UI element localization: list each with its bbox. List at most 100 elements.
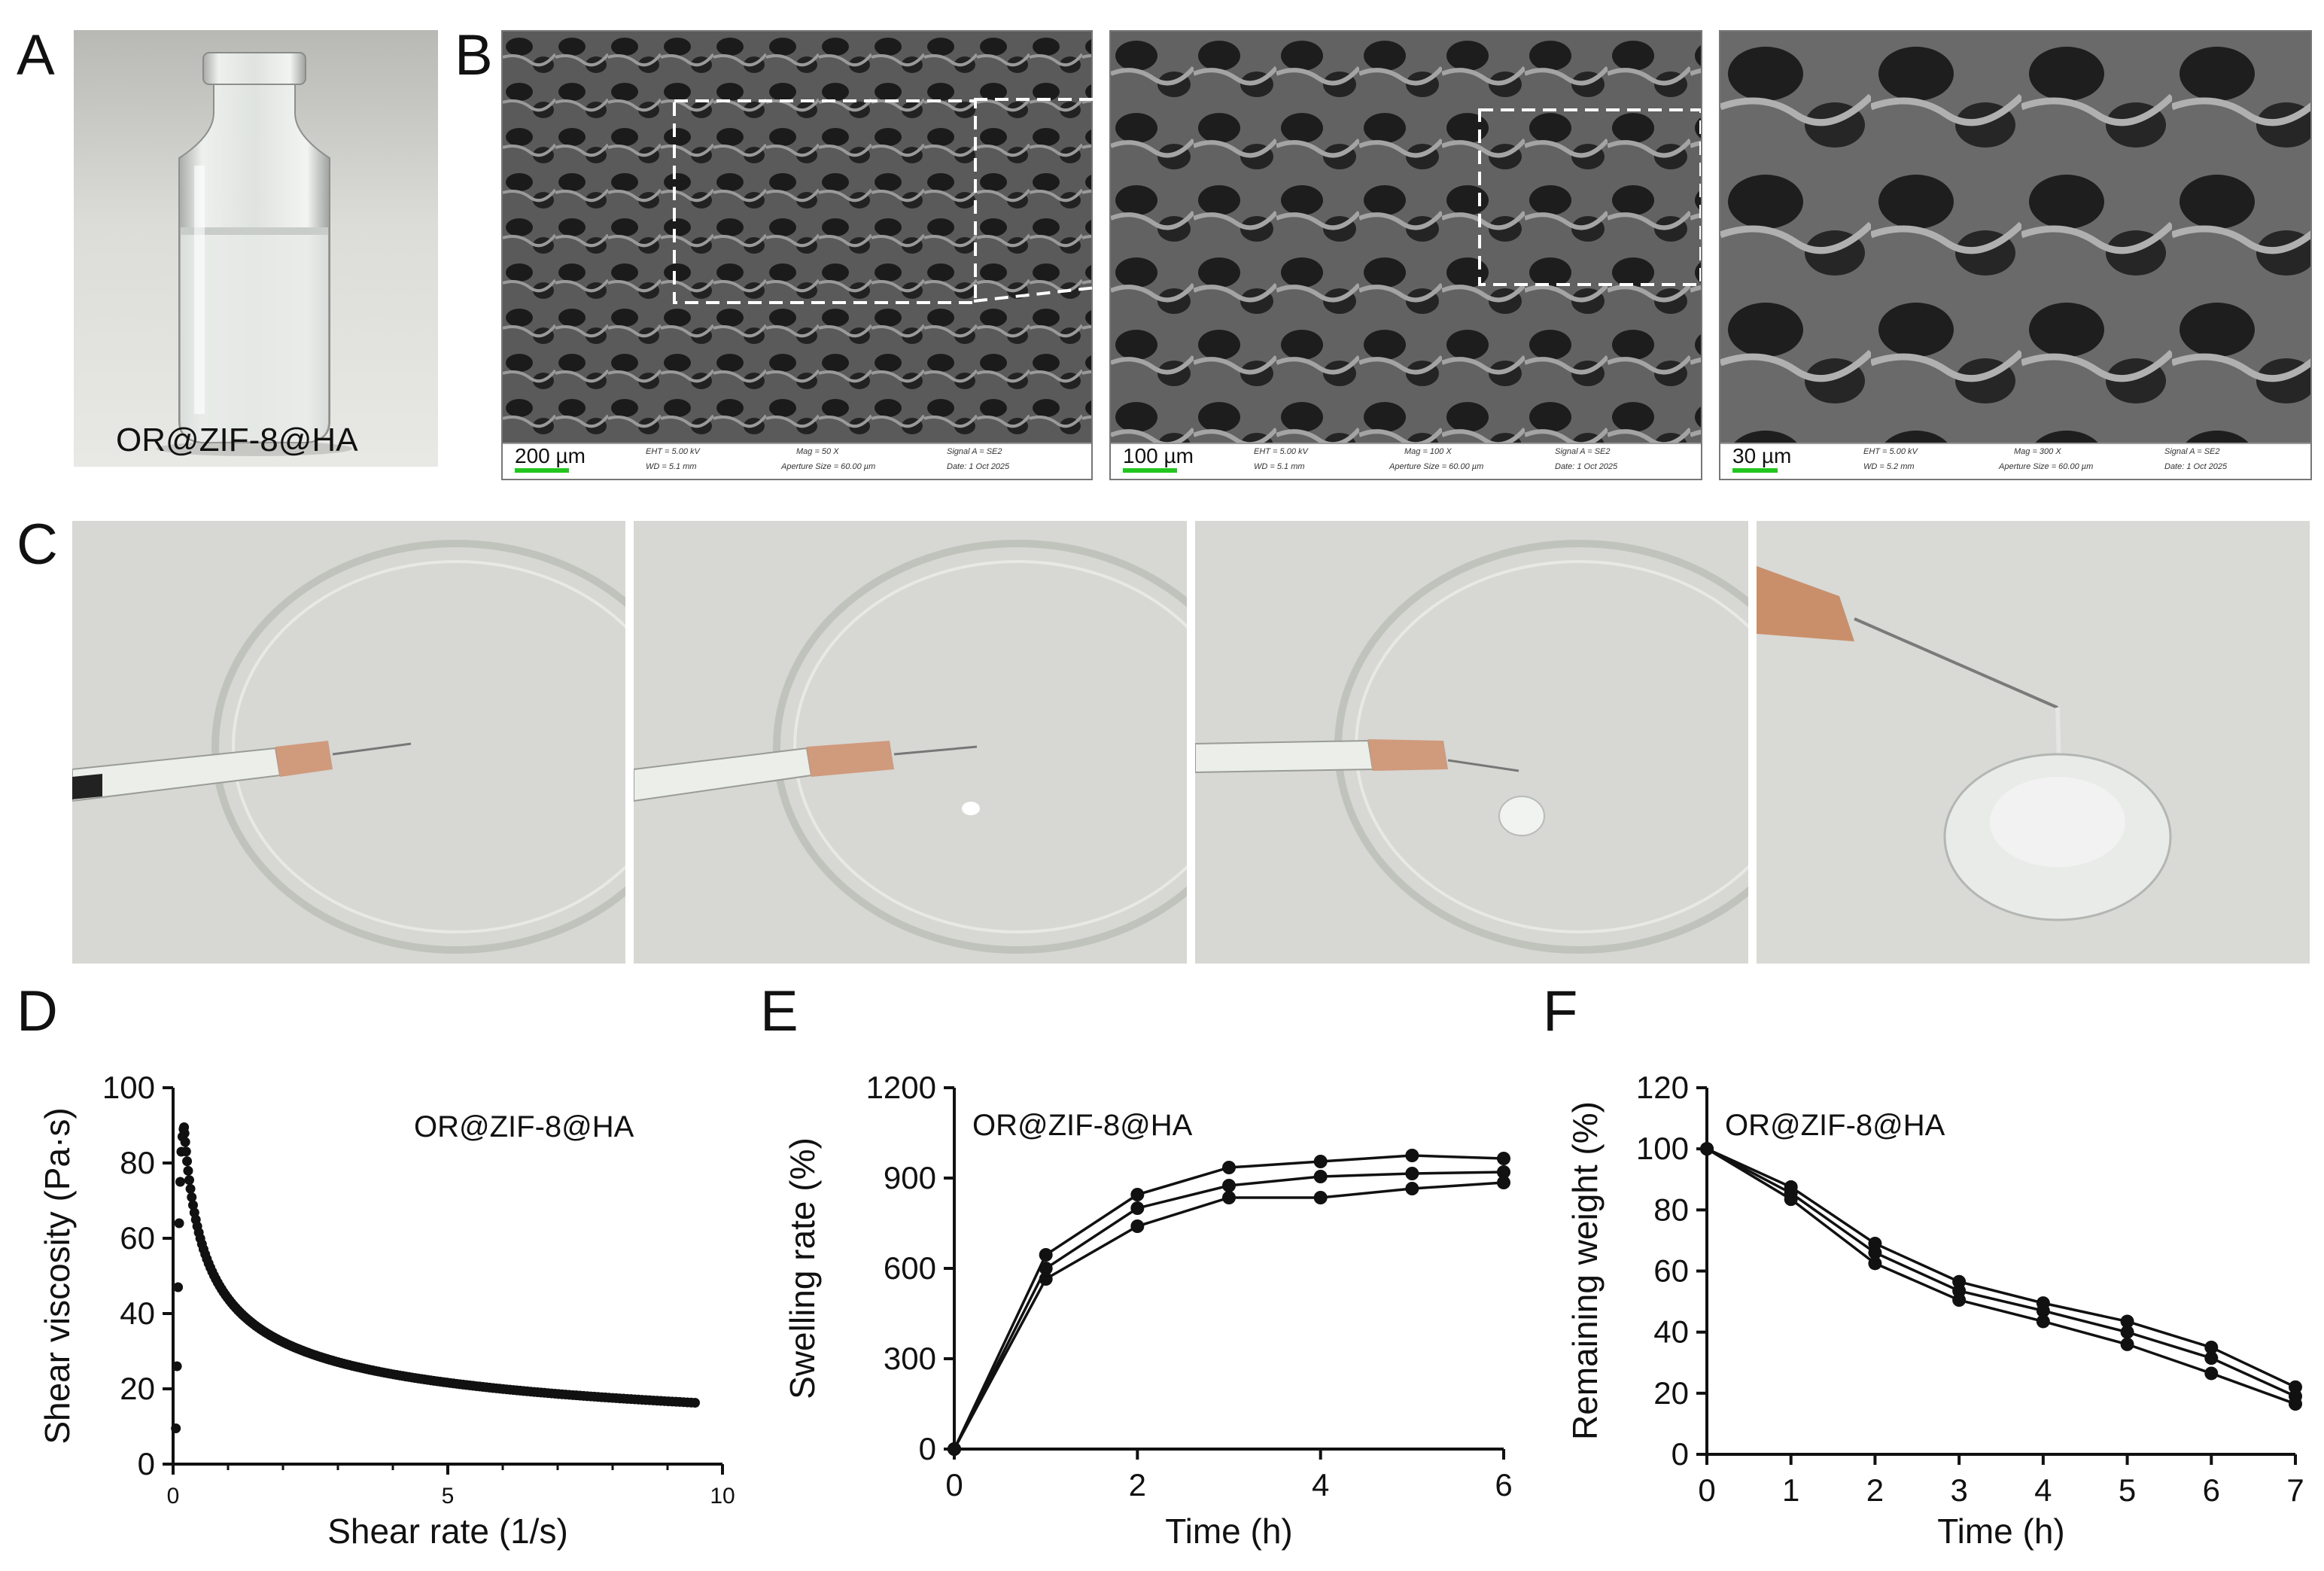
sem-info-bar: 100 µm EHT = 5.00 kV WD = 5.1 mm Mag = 1… <box>1111 443 1701 479</box>
y-tick-label: 120 <box>1636 1070 1689 1105</box>
data-point <box>2204 1351 2219 1365</box>
data-point <box>180 1137 190 1147</box>
vial-photo: OR@ZIF-8@HA <box>74 30 438 467</box>
data-point <box>2120 1325 2134 1339</box>
y-tick-label: 40 <box>120 1295 155 1331</box>
syringe-dish-illustration <box>1195 540 1748 954</box>
sem-info-bar: 200 µm EHT = 5.00 kV WD = 5.1 mm Mag = 5… <box>503 443 1091 479</box>
panel-letter-b: B <box>455 23 493 87</box>
series-line-2 <box>953 1171 1504 1450</box>
data-point <box>1497 1176 1510 1189</box>
data-point <box>1130 1188 1145 1201</box>
data-point <box>1222 1179 1236 1192</box>
x-tick-label: 2 <box>1866 1472 1884 1508</box>
sem-image-3: 30 µm EHT = 5.00 kV WD = 5.2 mm Mag = 30… <box>1719 30 2312 480</box>
sem-eht: EHT = 5.00 kV <box>1254 447 1308 456</box>
sem-aperture: Aperture Size = 60.00 µm <box>1999 462 2094 471</box>
data-point <box>187 1200 198 1210</box>
x-tick-label: 10 <box>710 1484 735 1509</box>
sem-image-1: 200 µm EHT = 5.00 kV WD = 5.1 mm Mag = 5… <box>501 30 1093 480</box>
syringe-dish-illustration <box>634 540 1187 954</box>
x-tick-label: 1 <box>1782 1472 1799 1508</box>
data-point <box>171 1423 181 1433</box>
sem-date: Date: 1 Oct 2025 <box>2164 462 2228 471</box>
chart-e-ylabel: Swelling rate (%) <box>783 1137 822 1399</box>
series-line-3 <box>1706 1147 2296 1405</box>
data-point <box>1039 1262 1053 1275</box>
syringe-dish-illustration <box>72 540 625 954</box>
injection-photo-2 <box>634 521 1187 964</box>
data-point <box>1868 1246 1882 1260</box>
sem-texture <box>503 32 1091 444</box>
y-tick-label: 80 <box>120 1145 155 1180</box>
chart-e-annotation: OR@ZIF-8@HA <box>972 1109 1193 1142</box>
chart-e-axes: 0 2 4 6 0 300 600 900 1200 <box>866 1070 1513 1502</box>
y-tick-label: 60 <box>1653 1253 1689 1289</box>
data-point <box>1039 1248 1053 1262</box>
chart-d-marks <box>171 1122 700 1433</box>
chart-d-ylabel: Shear viscosity (Pa·s) <box>38 1107 77 1444</box>
y-tick-label: 900 <box>884 1160 936 1195</box>
chart-f-ylabel: Remaining weight (%) <box>1565 1101 1605 1440</box>
x-tick-label: 4 <box>1312 1467 1329 1502</box>
sem-wd: WD = 5.1 mm <box>646 462 697 471</box>
x-tick-label: 4 <box>2034 1472 2052 1508</box>
scale-bar <box>1123 468 1177 473</box>
x-tick-label: 5 <box>2119 1472 2136 1508</box>
sem-wd: WD = 5.2 mm <box>1863 462 1915 471</box>
sem-signal: Signal A = SE2 <box>1555 447 1611 456</box>
data-point <box>1405 1149 1419 1162</box>
vial-illustration <box>157 52 352 456</box>
chart-e-xlabel: Time (h) <box>1165 1512 1293 1551</box>
x-tick-label: 6 <box>2203 1472 2220 1508</box>
y-tick-label: 40 <box>1653 1314 1689 1350</box>
series-line-1 <box>1706 1147 2296 1389</box>
chart-f: 0 1 2 3 4 5 6 7 0 20 40 60 80 100 120 OR@ZIF-8@HA Time… <box>1565 1070 2304 1551</box>
data-point <box>2289 1397 2302 1411</box>
sem-aperture: Aperture Size = 60.00 µm <box>1389 462 1484 471</box>
sem-date: Date: 1 Oct 2025 <box>947 462 1010 471</box>
scale-bar-label: 100 µm <box>1123 444 1194 467</box>
data-point <box>181 1146 191 1157</box>
data-point <box>2120 1337 2134 1351</box>
data-point <box>1405 1167 1419 1180</box>
y-tick-label: 600 <box>884 1250 936 1286</box>
sem-mag: Mag = 300 X <box>2014 447 2061 456</box>
panel-letter-c: C <box>17 513 58 577</box>
sem-wd: WD = 5.1 mm <box>1254 462 1305 471</box>
scale-bar-label: 30 µm <box>1732 444 1792 467</box>
needle-gel-illustration <box>1757 566 2172 921</box>
sem-signal: Signal A = SE2 <box>2164 447 2220 456</box>
chart-f-xlabel: Time (h) <box>1937 1512 2065 1551</box>
y-tick-label: 20 <box>1653 1375 1689 1411</box>
data-point <box>1313 1170 1328 1183</box>
injection-photo-1 <box>72 521 625 964</box>
panel-letter-d: D <box>17 979 58 1043</box>
series-line-3 <box>953 1181 1504 1450</box>
injection-photo-3 <box>1195 521 1748 964</box>
data-point <box>184 1175 194 1186</box>
scale-bar <box>515 468 569 473</box>
y-tick-label: 100 <box>102 1070 155 1105</box>
x-tick-label: 0 <box>1698 1472 1715 1508</box>
data-point <box>173 1282 184 1292</box>
data-point <box>1039 1272 1053 1286</box>
sem-info-bar: 30 µm EHT = 5.00 kV WD = 5.2 mm Mag = 30… <box>1720 443 2310 479</box>
data-point <box>1784 1192 1798 1207</box>
injection-photo-4 <box>1757 521 2310 964</box>
vial-label: OR@ZIF-8@HA <box>116 422 358 458</box>
x-tick-label: 3 <box>1950 1472 1967 1508</box>
panel-letter-a: A <box>17 23 55 87</box>
data-point <box>182 1156 193 1167</box>
chart-e-marks <box>948 1149 1510 1456</box>
data-point <box>179 1128 190 1139</box>
data-point <box>175 1177 185 1187</box>
y-tick-label: 0 <box>919 1431 936 1466</box>
y-tick-label: 300 <box>884 1341 936 1376</box>
sem-eht: EHT = 5.00 kV <box>646 447 700 456</box>
panel-letter-f: F <box>1543 979 1578 1043</box>
data-point <box>690 1398 700 1408</box>
data-point <box>172 1361 182 1372</box>
y-tick-label: 100 <box>1636 1131 1689 1166</box>
